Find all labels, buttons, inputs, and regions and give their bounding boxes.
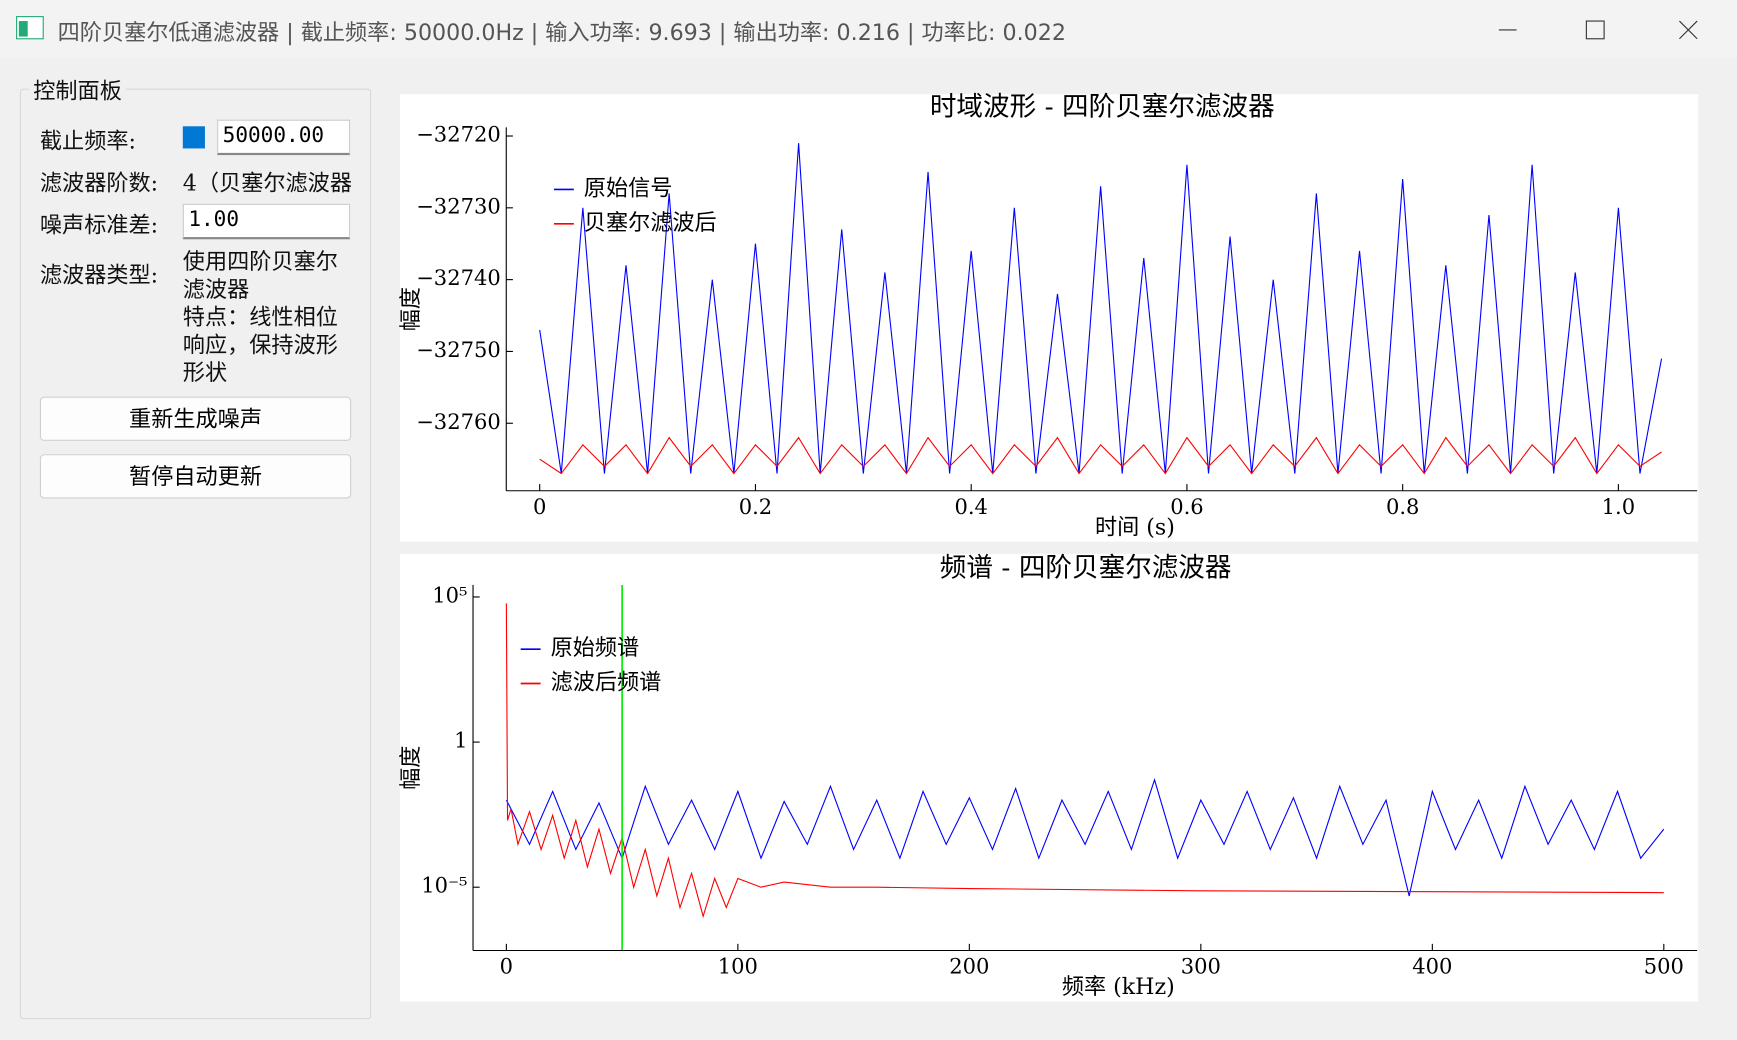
y-tick-label: 10⁵ [432, 582, 467, 607]
x-axis-label: 频率 (kHz) [1062, 974, 1175, 1000]
chart-title: 时域波形 - 四阶贝塞尔滤波器 [930, 92, 1275, 123]
y-tick-label: −32740 [416, 265, 501, 290]
x-tick-label: 0 [533, 494, 546, 519]
label: 滤波器类型: [39, 261, 159, 289]
x-tick-label: 0.4 [954, 494, 987, 519]
series-line [505, 603, 1664, 919]
legend-label: 滤波后频谱 [551, 670, 662, 696]
label: 噪声标准差: [39, 211, 159, 239]
plot-area [505, 584, 1665, 951]
button[interactable]: 重新生成噪声 [39, 396, 352, 441]
y-tick-label: 1 [454, 728, 467, 753]
legend-label: 原始频谱 [551, 635, 640, 661]
x-tick-label: 0.6 [1170, 494, 1203, 519]
chart-panel [399, 553, 1699, 1002]
group-title: 控制面板 [28, 73, 127, 106]
y-tick-label: 10⁻⁵ [421, 873, 467, 898]
x-tick-label: 300 [1181, 954, 1221, 979]
y-tick-label: −32760 [416, 409, 501, 434]
x-tick-label: 500 [1644, 954, 1684, 979]
legend-label: 贝塞尔滤波后 [584, 210, 717, 236]
value: 4（贝塞尔滤波器 [182, 169, 352, 197]
text: 使用四阶贝塞尔滤波器 [182, 248, 338, 303]
description: 使用四阶贝塞尔滤波器 特点：线性相位响应，保持波形形状 [183, 248, 354, 386]
x-tick-label: 100 [718, 954, 758, 979]
legend-label: 原始信号 [584, 175, 673, 201]
button[interactable]: 暂停自动更新 [39, 454, 352, 499]
window-title: 四阶贝塞尔低通滤波器 | 截止频率: 50000.0Hz | 输入功率: 9.6… [57, 18, 1066, 46]
x-tick-label: 0 [500, 954, 513, 979]
series-line [505, 777, 1665, 897]
y-tick-label: −32730 [416, 193, 501, 218]
label: 截止频率: [39, 127, 136, 154]
spinbox[interactable]: 50000.00 [217, 119, 351, 156]
control-group [19, 88, 372, 1020]
title-bar: 四阶贝塞尔低通滤波器 | 截止频率: 50000.0Hz | 输入功率: 9.6… [0, 0, 1737, 58]
app-icon [16, 16, 44, 40]
y-tick-label: −32750 [416, 337, 501, 362]
x-tick-label: 200 [949, 954, 989, 979]
window-controls[interactable] [1484, 13, 1706, 46]
y-axis-label: 幅度 [398, 287, 424, 331]
plot-area [539, 143, 1663, 475]
y-tick-label: −32720 [416, 122, 501, 147]
chart-title: 频谱 - 四阶贝塞尔滤波器 [940, 552, 1232, 583]
spinbox[interactable]: 1.00 [182, 203, 351, 240]
x-tick-label: 1.0 [1602, 494, 1635, 519]
x-tick-label: 0.2 [739, 494, 772, 519]
x-axis-label: 时间 (s) [1095, 514, 1175, 540]
chart-panel [399, 94, 1699, 542]
label: 滤波器阶数: [39, 169, 159, 197]
series-line [539, 436, 1662, 475]
x-tick-label: 0.8 [1386, 494, 1419, 519]
text: 特点：线性相位响应，保持波形形状 [182, 303, 338, 386]
color-swatch [182, 126, 205, 149]
series-line [539, 143, 1663, 474]
x-tick-label: 400 [1412, 954, 1452, 979]
y-axis-label: 幅度 [398, 746, 424, 790]
